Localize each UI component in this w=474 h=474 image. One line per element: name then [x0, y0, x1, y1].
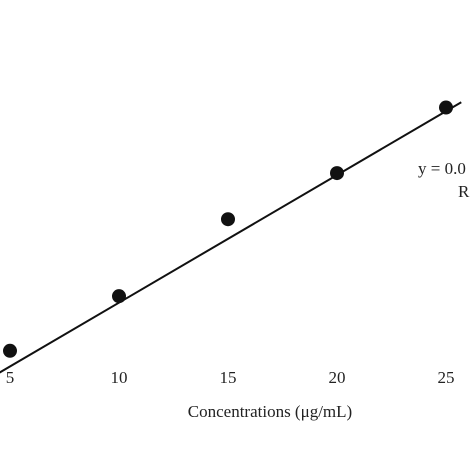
trendline-equation: y = 0.0 [418, 159, 466, 178]
x-axis-title: Concentrations (μg/mL) [188, 402, 352, 421]
data-point-4 [330, 166, 344, 181]
x-tick-label: 25 [438, 368, 455, 387]
x-axis-ticks: 5 10 15 20 25 [6, 368, 455, 387]
x-tick-label: 5 [6, 368, 15, 387]
data-point-5 [439, 100, 453, 115]
plot-area [0, 100, 462, 374]
data-point-2 [112, 289, 126, 304]
trendline-r-squared: R [458, 182, 470, 201]
trendline [0, 101, 462, 374]
x-tick-label: 15 [220, 368, 237, 387]
x-tick-label: 10 [111, 368, 128, 387]
data-point-1 [3, 343, 17, 358]
x-tick-label: 20 [329, 368, 346, 387]
data-point-3 [221, 212, 235, 227]
